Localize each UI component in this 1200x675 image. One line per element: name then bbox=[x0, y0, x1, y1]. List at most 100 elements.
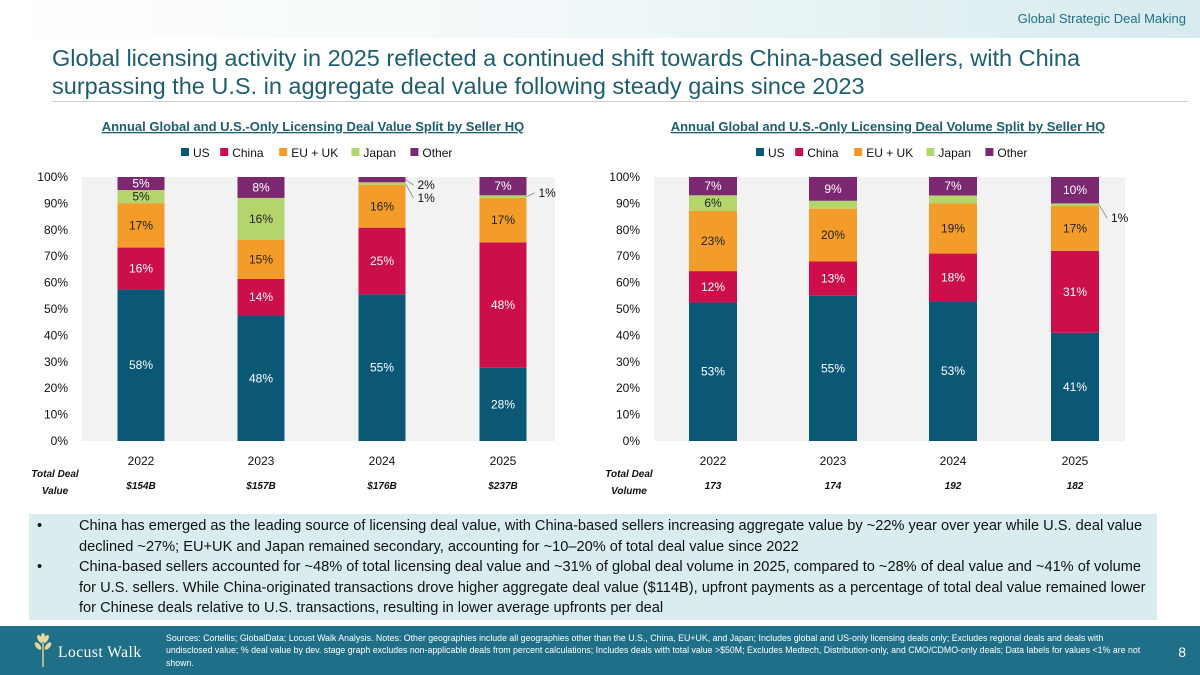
data-label: 28% bbox=[491, 397, 515, 411]
total-value: 173 bbox=[705, 481, 722, 492]
data-label: 17% bbox=[129, 218, 153, 232]
legend-swatch bbox=[181, 148, 189, 156]
legend-label: Japan bbox=[363, 146, 396, 160]
data-label: 7% bbox=[494, 179, 512, 193]
data-label: 55% bbox=[821, 361, 845, 375]
data-label: 58% bbox=[129, 358, 153, 372]
total-value: $154B bbox=[125, 481, 155, 492]
data-label: 41% bbox=[1063, 380, 1087, 394]
legend-swatch bbox=[926, 148, 935, 156]
total-label-line1: Total Deal bbox=[31, 469, 79, 480]
y-tick-label: 30% bbox=[44, 355, 68, 369]
leader-line bbox=[405, 183, 414, 199]
y-tick-label: 50% bbox=[616, 302, 640, 316]
top-banner bbox=[0, 0, 1200, 38]
bar-segment bbox=[117, 203, 165, 248]
bar-segment bbox=[358, 182, 406, 185]
legend-label: China bbox=[807, 146, 839, 160]
bar-segment bbox=[237, 177, 285, 198]
legend-label: US bbox=[768, 146, 785, 160]
leader-line bbox=[526, 192, 535, 197]
data-label: 16% bbox=[370, 199, 394, 213]
bar-segment bbox=[479, 367, 527, 441]
bar-segment bbox=[929, 203, 977, 254]
bar-segment bbox=[809, 261, 857, 296]
bar-segment bbox=[809, 295, 857, 441]
data-label: 15% bbox=[249, 252, 273, 266]
page-number: 8 bbox=[1178, 644, 1186, 660]
data-label: 48% bbox=[249, 371, 273, 385]
y-tick-label: 10% bbox=[616, 408, 640, 422]
leader-line bbox=[1098, 204, 1108, 219]
finding-2: • China-based sellers accounted for ~48%… bbox=[29, 557, 1149, 619]
x-tick-label: 2023 bbox=[820, 454, 847, 468]
y-tick-label: 70% bbox=[616, 249, 640, 263]
legend-label: EU + UK bbox=[866, 146, 913, 160]
bar-segment bbox=[479, 177, 527, 196]
y-tick-label: 20% bbox=[616, 381, 640, 395]
y-tick-label: 60% bbox=[44, 276, 68, 290]
data-label: 7% bbox=[704, 179, 722, 193]
legend-label: EU + UK bbox=[291, 146, 338, 160]
legend-label: Other bbox=[422, 146, 452, 160]
data-label: 16% bbox=[129, 261, 153, 275]
bar-segment bbox=[479, 195, 527, 198]
bar-segment bbox=[1051, 206, 1099, 251]
x-tick-label: 2025 bbox=[1062, 454, 1089, 468]
legend-swatch bbox=[410, 148, 419, 156]
finding-1-text: China has emerged as the leading source … bbox=[79, 518, 1143, 555]
brand-name: Locust Walk bbox=[58, 644, 142, 661]
bar-segment bbox=[117, 247, 165, 290]
bar-segment bbox=[237, 239, 285, 279]
data-label: 25% bbox=[370, 254, 394, 268]
bullet-dot: • bbox=[37, 559, 43, 575]
charts-area: Annual Global and U.S.-Only Licensing De… bbox=[31, 119, 1128, 497]
data-label: 9% bbox=[824, 182, 842, 196]
total-label-line2: Value bbox=[42, 486, 69, 497]
total-label-line2: Volume bbox=[611, 486, 647, 497]
y-tick-label: 10% bbox=[44, 408, 68, 422]
data-label: 23% bbox=[701, 234, 725, 248]
locust-walk-logo-icon bbox=[34, 633, 52, 667]
data-label: 2% bbox=[418, 178, 436, 192]
bar-segment bbox=[358, 227, 406, 295]
data-label: 31% bbox=[1063, 285, 1087, 299]
total-value: $157B bbox=[245, 481, 275, 492]
finding-1: • China has emerged as the leading sourc… bbox=[29, 516, 1149, 557]
bar-segment bbox=[809, 177, 857, 201]
x-tick-label: 2023 bbox=[248, 454, 275, 468]
bar-segment bbox=[809, 200, 857, 209]
total-value: $237B bbox=[487, 481, 517, 492]
y-tick-label: 0% bbox=[51, 434, 69, 448]
y-tick-label: 60% bbox=[616, 276, 640, 290]
data-label: 13% bbox=[821, 272, 845, 286]
y-tick-label: 0% bbox=[623, 434, 641, 448]
y-tick-label: 90% bbox=[44, 196, 68, 210]
legend-swatch bbox=[795, 148, 804, 156]
page-title: Global licensing activity in 2025 reflec… bbox=[52, 45, 1081, 99]
data-label: 17% bbox=[491, 213, 515, 227]
chart-title: Annual Global and U.S.-Only Licensing De… bbox=[102, 119, 525, 134]
y-tick-label: 80% bbox=[616, 223, 640, 237]
legend-label: Other bbox=[997, 146, 1027, 160]
x-tick-label: 2024 bbox=[940, 454, 967, 468]
x-tick-label: 2022 bbox=[128, 454, 155, 468]
bar-segment bbox=[1051, 332, 1099, 441]
legend-swatch bbox=[985, 148, 994, 156]
y-tick-label: 30% bbox=[616, 355, 640, 369]
data-label: 16% bbox=[249, 212, 273, 226]
data-label: 5% bbox=[132, 177, 150, 191]
data-label: 1% bbox=[418, 191, 436, 205]
data-label: 18% bbox=[941, 270, 965, 284]
data-label: 20% bbox=[821, 228, 845, 242]
legend-swatch bbox=[854, 148, 863, 156]
bar-segment bbox=[358, 185, 406, 228]
x-tick-label: 2022 bbox=[700, 454, 727, 468]
bar-segment bbox=[479, 242, 527, 368]
data-label: 5% bbox=[132, 190, 150, 204]
bullet-dot: • bbox=[37, 518, 43, 534]
data-label: 10% bbox=[1063, 183, 1087, 197]
total-value: 192 bbox=[945, 481, 962, 492]
legend-label: US bbox=[193, 146, 210, 160]
data-label: 12% bbox=[701, 280, 725, 294]
